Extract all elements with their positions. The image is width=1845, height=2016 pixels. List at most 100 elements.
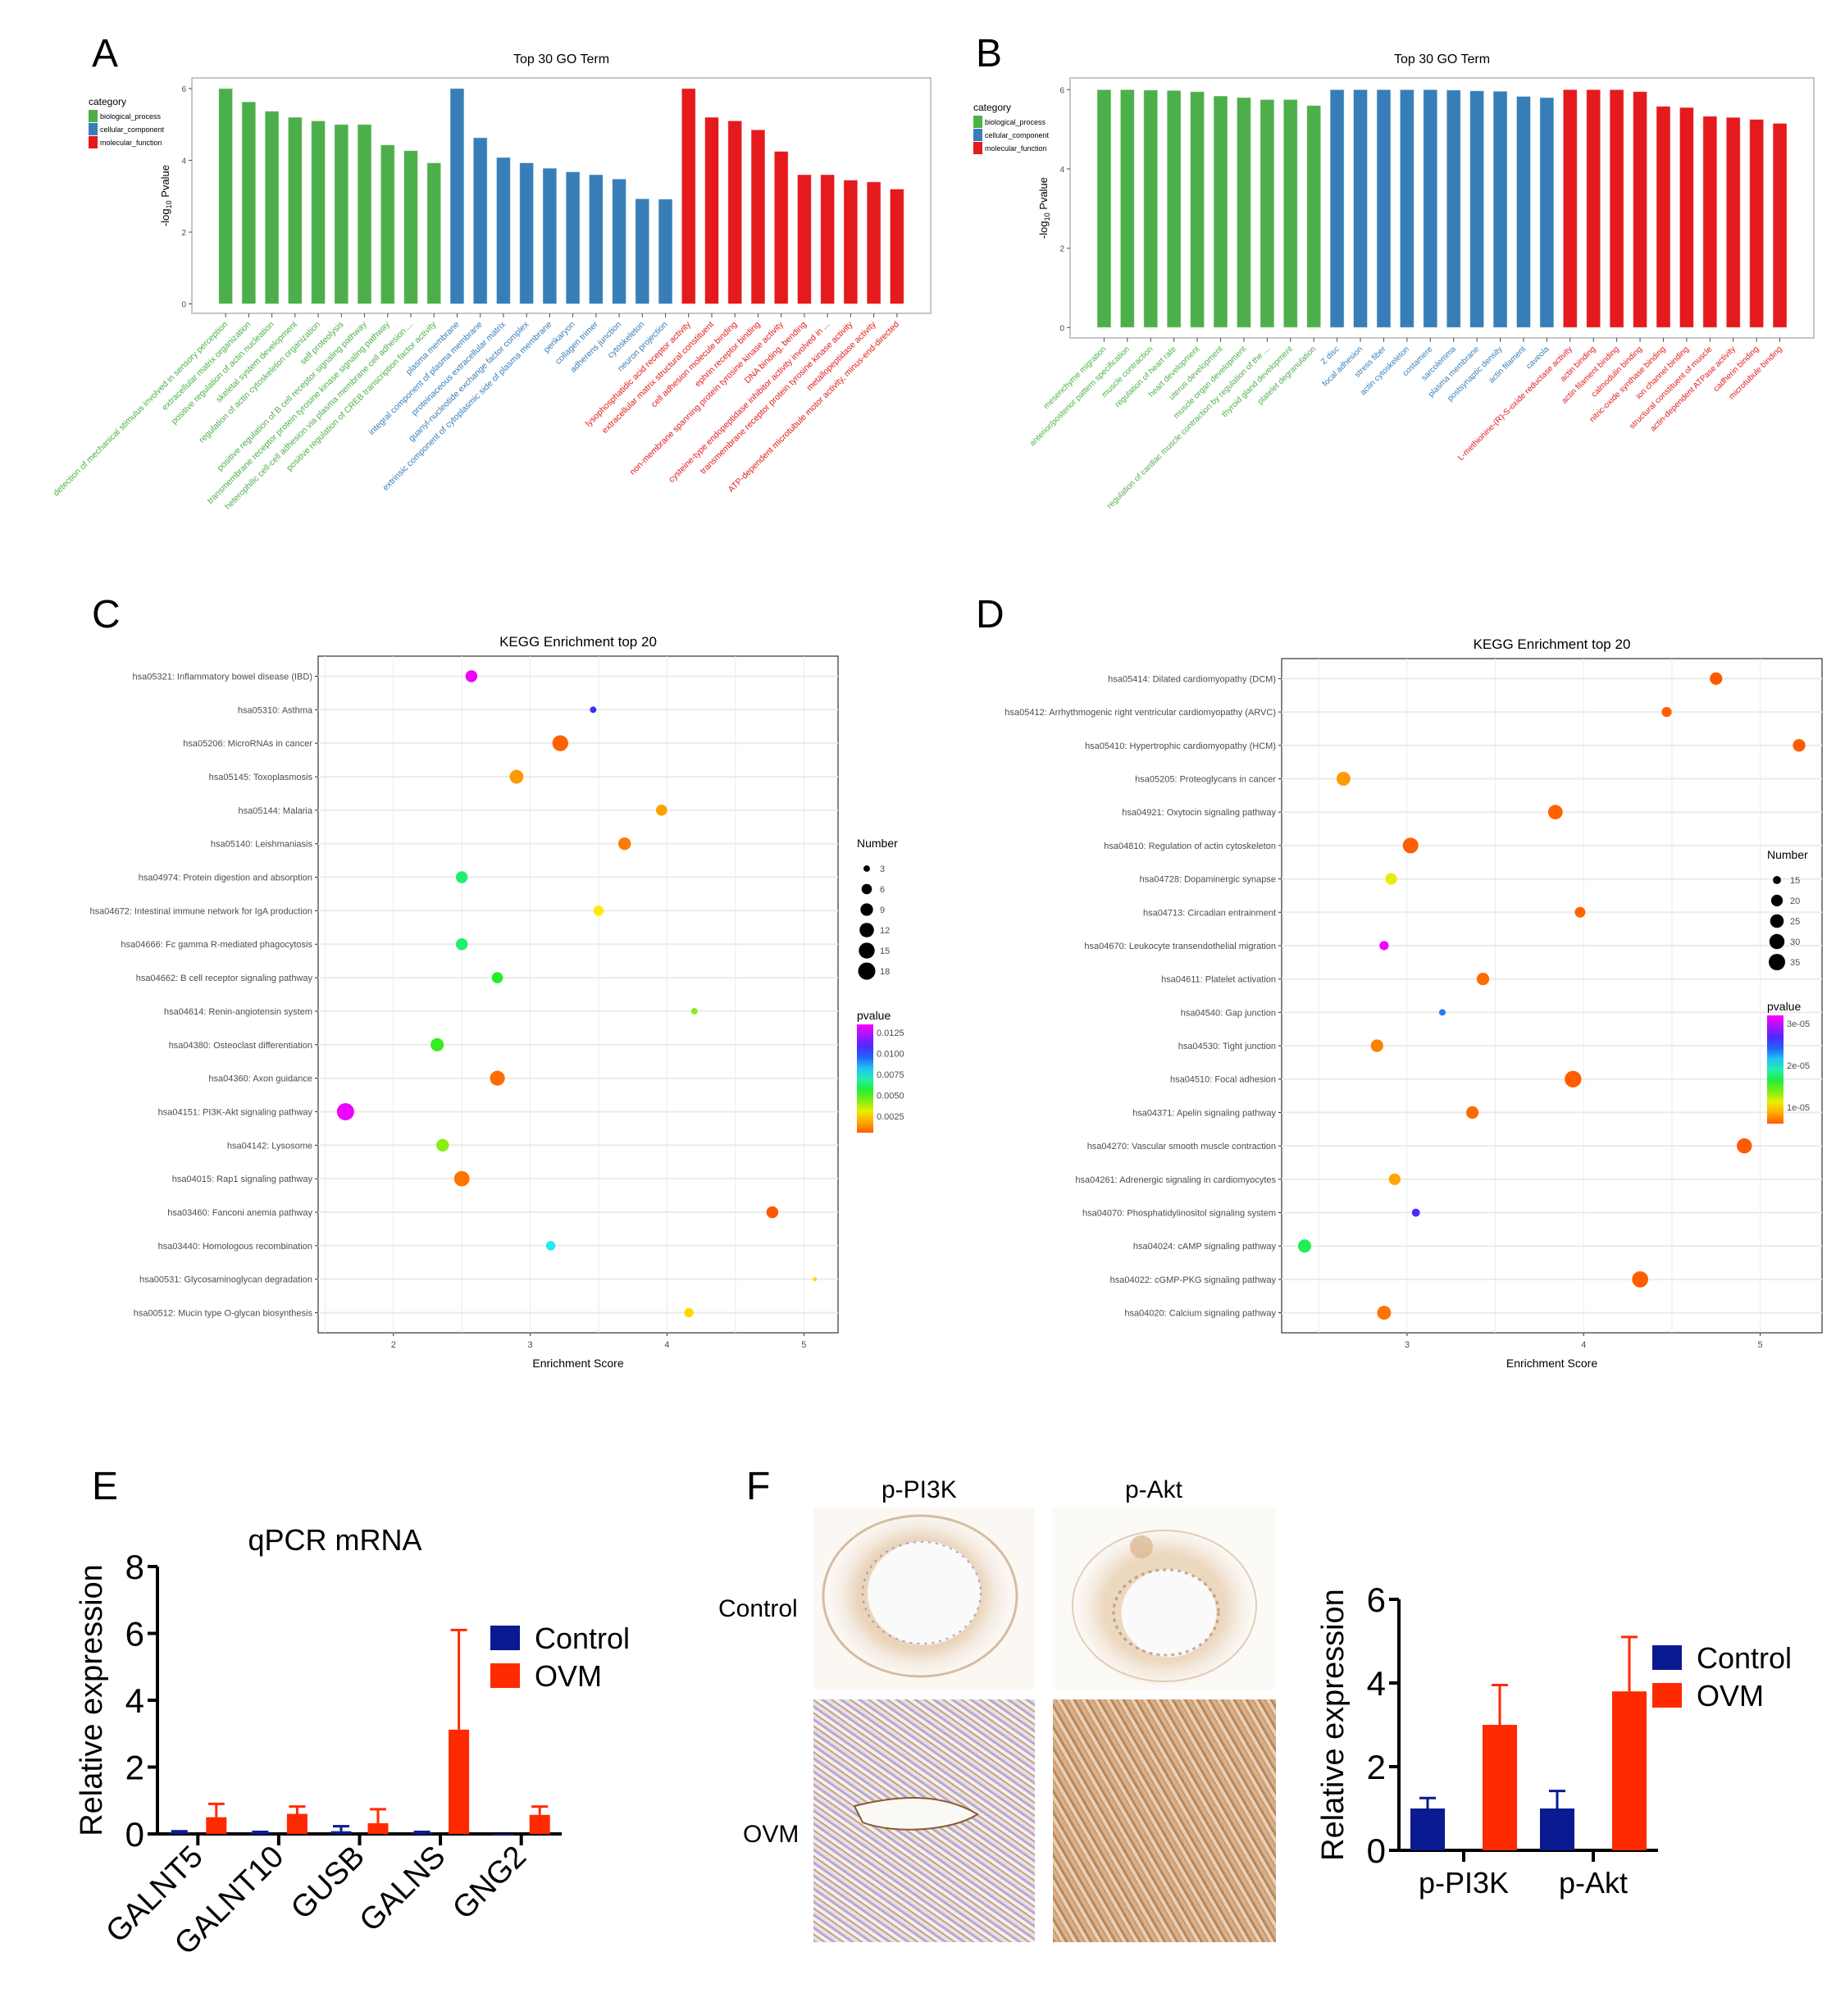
data-point bbox=[1336, 772, 1351, 786]
y-axis-label: -log10 Pvalue bbox=[1037, 177, 1051, 239]
bar bbox=[1612, 1691, 1647, 1850]
size-legend-dot bbox=[1773, 876, 1781, 884]
size-legend-title: Number bbox=[1767, 848, 1808, 861]
legend-label: OVM bbox=[535, 1659, 602, 1693]
legend-swatch bbox=[1652, 1683, 1682, 1708]
y-tick-label: 4 bbox=[125, 1681, 144, 1720]
color-legend-label: 0.0050 bbox=[877, 1092, 904, 1102]
bar bbox=[727, 120, 743, 305]
bar bbox=[1353, 89, 1369, 328]
legend-title: category bbox=[89, 96, 126, 107]
size-legend-dot bbox=[1769, 933, 1785, 950]
y-tick-label: 2 bbox=[125, 1749, 144, 1787]
color-legend-label: 2e-05 bbox=[1787, 1061, 1810, 1071]
y-tick-label: hsa00531: Glycosaminoglycan degradation bbox=[139, 1275, 312, 1285]
y-tick-label: 6 bbox=[181, 85, 186, 94]
data-point bbox=[336, 1102, 354, 1120]
size-legend-dot bbox=[1770, 914, 1784, 928]
color-legend-label: 3e-05 bbox=[1787, 1019, 1810, 1029]
plot-panel bbox=[317, 655, 839, 1334]
x-tick-label: 5 bbox=[801, 1340, 806, 1350]
size-legend-label: 20 bbox=[1790, 896, 1800, 906]
legend-label: molecular_function bbox=[985, 144, 1047, 153]
size-legend-label: 12 bbox=[880, 926, 890, 936]
chart-title: KEGG Enrichment top 20 bbox=[1474, 636, 1631, 652]
data-point bbox=[1476, 973, 1490, 986]
y-tick-label: hsa04540: Gap junction bbox=[1181, 1008, 1276, 1018]
data-point bbox=[1377, 1306, 1392, 1320]
bar bbox=[1725, 116, 1741, 328]
bar bbox=[241, 101, 257, 305]
y-tick-label: hsa03460: Fanconi anemia pathway bbox=[167, 1208, 312, 1218]
data-point bbox=[1379, 941, 1389, 951]
x-tick-label: 2 bbox=[391, 1340, 396, 1350]
bar bbox=[492, 1833, 513, 1836]
size-legend-label: 15 bbox=[1790, 876, 1800, 886]
y-axis-label-rest: Pvalue bbox=[1037, 177, 1050, 212]
bar bbox=[357, 124, 372, 305]
chart-title: qPCR mRNA bbox=[248, 1523, 421, 1557]
bar bbox=[796, 174, 812, 305]
data-point bbox=[766, 1206, 779, 1219]
y-tick-label: hsa04151: PI3K-Akt signaling pathway bbox=[158, 1107, 313, 1117]
y-tick-label: 2 bbox=[1059, 245, 1064, 254]
ihc-row-label-control: Control bbox=[718, 1595, 798, 1622]
bar bbox=[472, 137, 488, 305]
legend-label: biological_process bbox=[100, 112, 162, 121]
lumen-shape bbox=[853, 1797, 979, 1831]
bar bbox=[218, 88, 234, 305]
data-point bbox=[1385, 873, 1397, 885]
y-tick-label: hsa05144: Malaria bbox=[238, 806, 312, 816]
y-tick-label: hsa05145: Toxoplasmosis bbox=[209, 773, 313, 782]
ihc-row-label-ovm: OVM bbox=[743, 1821, 800, 1848]
vessel-outline bbox=[1072, 1530, 1257, 1682]
color-legend-label: 1e-05 bbox=[1787, 1103, 1810, 1113]
legend-swatch bbox=[490, 1663, 520, 1688]
bar bbox=[1399, 89, 1414, 328]
panel-label-c: C bbox=[92, 593, 121, 636]
data-point bbox=[1632, 1271, 1649, 1288]
bar bbox=[1282, 98, 1298, 328]
bar bbox=[565, 171, 581, 305]
plot-panel bbox=[1281, 658, 1823, 1334]
y-axis-label-subscript: 10 bbox=[165, 200, 173, 208]
bar bbox=[1562, 89, 1578, 328]
y-tick-label: hsa04142: Lysosome bbox=[227, 1141, 312, 1151]
data-point bbox=[1547, 805, 1563, 820]
data-point bbox=[1710, 672, 1723, 686]
x-tick-label: 4 bbox=[1581, 1340, 1586, 1350]
bar bbox=[773, 151, 789, 305]
y-tick-label: hsa05140: Leishmaniasis bbox=[211, 840, 313, 850]
bar bbox=[1492, 90, 1508, 328]
data-point bbox=[690, 1007, 698, 1015]
legend-swatch bbox=[89, 123, 98, 135]
y-tick-label: hsa04728: Dopaminergic synapse bbox=[1140, 875, 1276, 885]
y-tick-label: hsa04020: Calcium signaling pathway bbox=[1124, 1309, 1276, 1319]
bar bbox=[1702, 116, 1718, 328]
y-tick-label: hsa05310: Asthma bbox=[238, 705, 313, 715]
legend-swatch bbox=[973, 142, 982, 154]
bar bbox=[367, 1822, 389, 1834]
size-legend-title: Number bbox=[857, 837, 898, 850]
y-tick-label: hsa04015: Rap1 signaling pathway bbox=[172, 1174, 313, 1184]
legend-label: Control bbox=[535, 1621, 630, 1655]
legend-swatch bbox=[1652, 1645, 1682, 1670]
bar bbox=[1446, 89, 1461, 328]
bar bbox=[286, 1813, 308, 1834]
x-tick-label: p-Akt bbox=[1559, 1866, 1628, 1900]
y-tick-label: hsa04371: Apelin signaling pathway bbox=[1132, 1108, 1276, 1118]
size-legend-dot bbox=[858, 962, 876, 980]
y-tick-label: 6 bbox=[1059, 86, 1064, 95]
y-tick-label: 6 bbox=[125, 1615, 144, 1653]
ihc-image-control-akt bbox=[1053, 1507, 1276, 1690]
size-legend-dot bbox=[1769, 954, 1785, 970]
bar bbox=[1236, 97, 1251, 328]
data-point bbox=[1737, 1138, 1752, 1154]
y-tick-label: hsa03440: Homologous recombination bbox=[158, 1242, 312, 1252]
legend-swatch bbox=[973, 116, 982, 128]
vessel-outline bbox=[822, 1514, 1018, 1678]
bar bbox=[658, 198, 673, 305]
data-point bbox=[1388, 1173, 1401, 1185]
